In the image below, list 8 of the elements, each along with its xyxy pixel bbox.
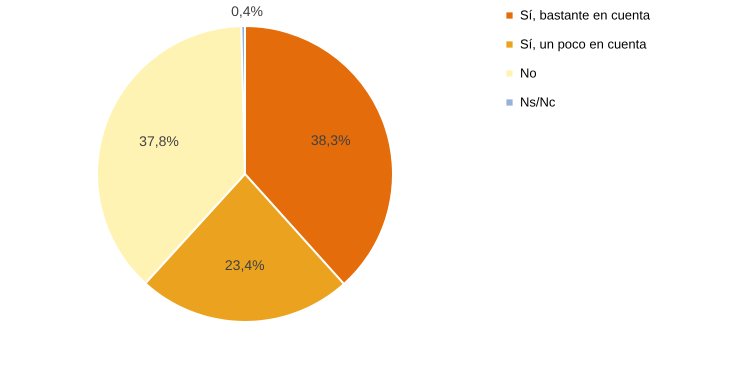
legend-label: Sí, un poco en cuenta <box>520 36 648 52</box>
legend-label: Ns/Nc <box>520 94 556 110</box>
legend-label: Sí, bastante en cuenta <box>520 8 651 22</box>
data-label: 38,3% <box>310 132 351 148</box>
legend-label: No <box>520 66 537 80</box>
data-label: 0,4% <box>231 3 263 20</box>
data-label: 37,8% <box>139 132 179 149</box>
data-label: 23,4% <box>224 256 265 273</box>
